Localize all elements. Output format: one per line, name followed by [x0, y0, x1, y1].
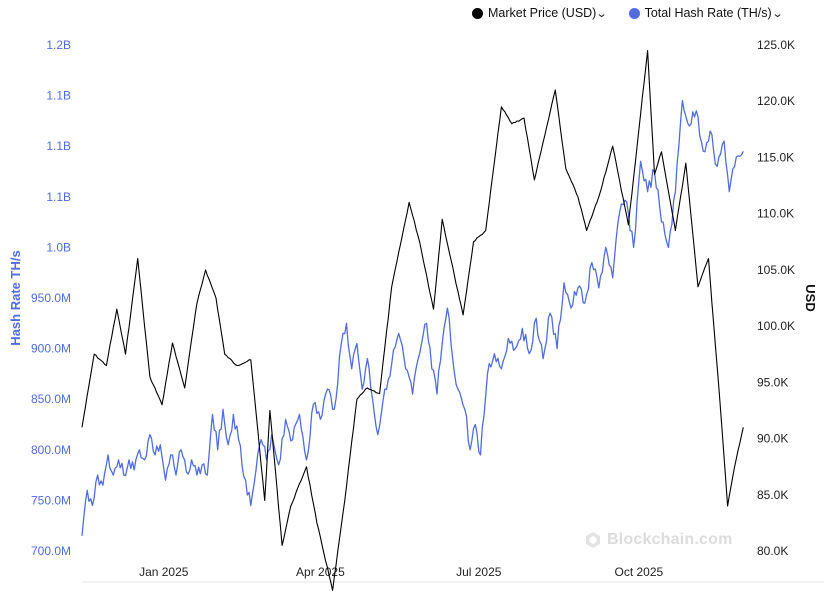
- right-tick-label: 80.0K: [757, 544, 788, 558]
- x-tick-label: Oct 2025: [614, 565, 663, 579]
- left-tick-label: 850.0M: [31, 392, 71, 406]
- x-tick-label: Jan 2025: [139, 565, 189, 579]
- right-tick-label: 100.0K: [757, 319, 795, 333]
- watermark: Blockchain.com: [585, 531, 733, 549]
- left-tick-label: 700.0M: [31, 544, 71, 558]
- left-tick-label: 1.2B: [46, 38, 71, 52]
- chevron-down-icon: ⌄: [771, 7, 784, 20]
- market-price-series-line: [81, 50, 744, 591]
- left-tick-label: 750.0M: [31, 493, 71, 507]
- right-tick-label: 115.0K: [757, 150, 794, 164]
- left-tick-label: 900.0M: [31, 342, 71, 356]
- left-tick-label: 950.0M: [31, 291, 71, 305]
- hash-rate-dot-icon: [628, 7, 640, 19]
- watermark-text: Blockchain.com: [607, 531, 733, 548]
- right-tick-label: 110.0K: [757, 207, 794, 221]
- right-axis-ticks: 125.0K 120.0K 115.0K 110.0K 105.0K 100.0K 95.0…: [757, 38, 795, 558]
- right-tick-label: 125.0K: [757, 38, 795, 52]
- legend-label-hash-rate: Total Hash Rate (TH/s): [644, 6, 772, 20]
- right-tick-label: 105.0K: [757, 263, 795, 277]
- legend-item-hash-rate[interactable]: Total Hash Rate (TH/s) ⌄: [628, 6, 784, 20]
- x-axis-ticks: Jan 2025 Apr 2025 Jul 2025 Oct 2025: [139, 565, 663, 579]
- x-tick-label: Jul 2025: [456, 565, 502, 579]
- left-tick-label: 1.1B: [46, 89, 71, 103]
- chevron-down-icon: ⌄: [595, 7, 608, 20]
- x-tick-label: Apr 2025: [296, 565, 345, 579]
- hash-rate-series-line: [81, 100, 744, 536]
- blockchain-logo-icon: [586, 532, 600, 548]
- left-tick-label: 800.0M: [31, 443, 71, 457]
- right-tick-label: 120.0K: [757, 94, 795, 108]
- right-tick-label: 95.0K: [757, 375, 788, 389]
- right-tick-label: 85.0K: [757, 488, 788, 502]
- chart-legend: Market Price (USD) ⌄ Total Hash Rate (TH…: [472, 6, 784, 20]
- legend-label-market-price: Market Price (USD): [488, 6, 597, 20]
- legend-item-market-price[interactable]: Market Price (USD) ⌄: [472, 6, 608, 20]
- right-tick-label: 90.0K: [757, 432, 788, 446]
- left-tick-label: 1.1B: [46, 190, 71, 204]
- left-axis-title: Hash Rate TH/s: [8, 250, 23, 345]
- left-tick-label: 1.0B: [46, 240, 71, 254]
- market-price-dot-icon: [472, 7, 483, 19]
- left-axis-ticks: 1.2B 1.1B 1.1B 1.1B 1.0B 950.0M 900.0M 850.0M 80…: [31, 38, 71, 558]
- right-axis-title: USD: [803, 284, 818, 311]
- left-tick-label: 1.1B: [46, 139, 71, 153]
